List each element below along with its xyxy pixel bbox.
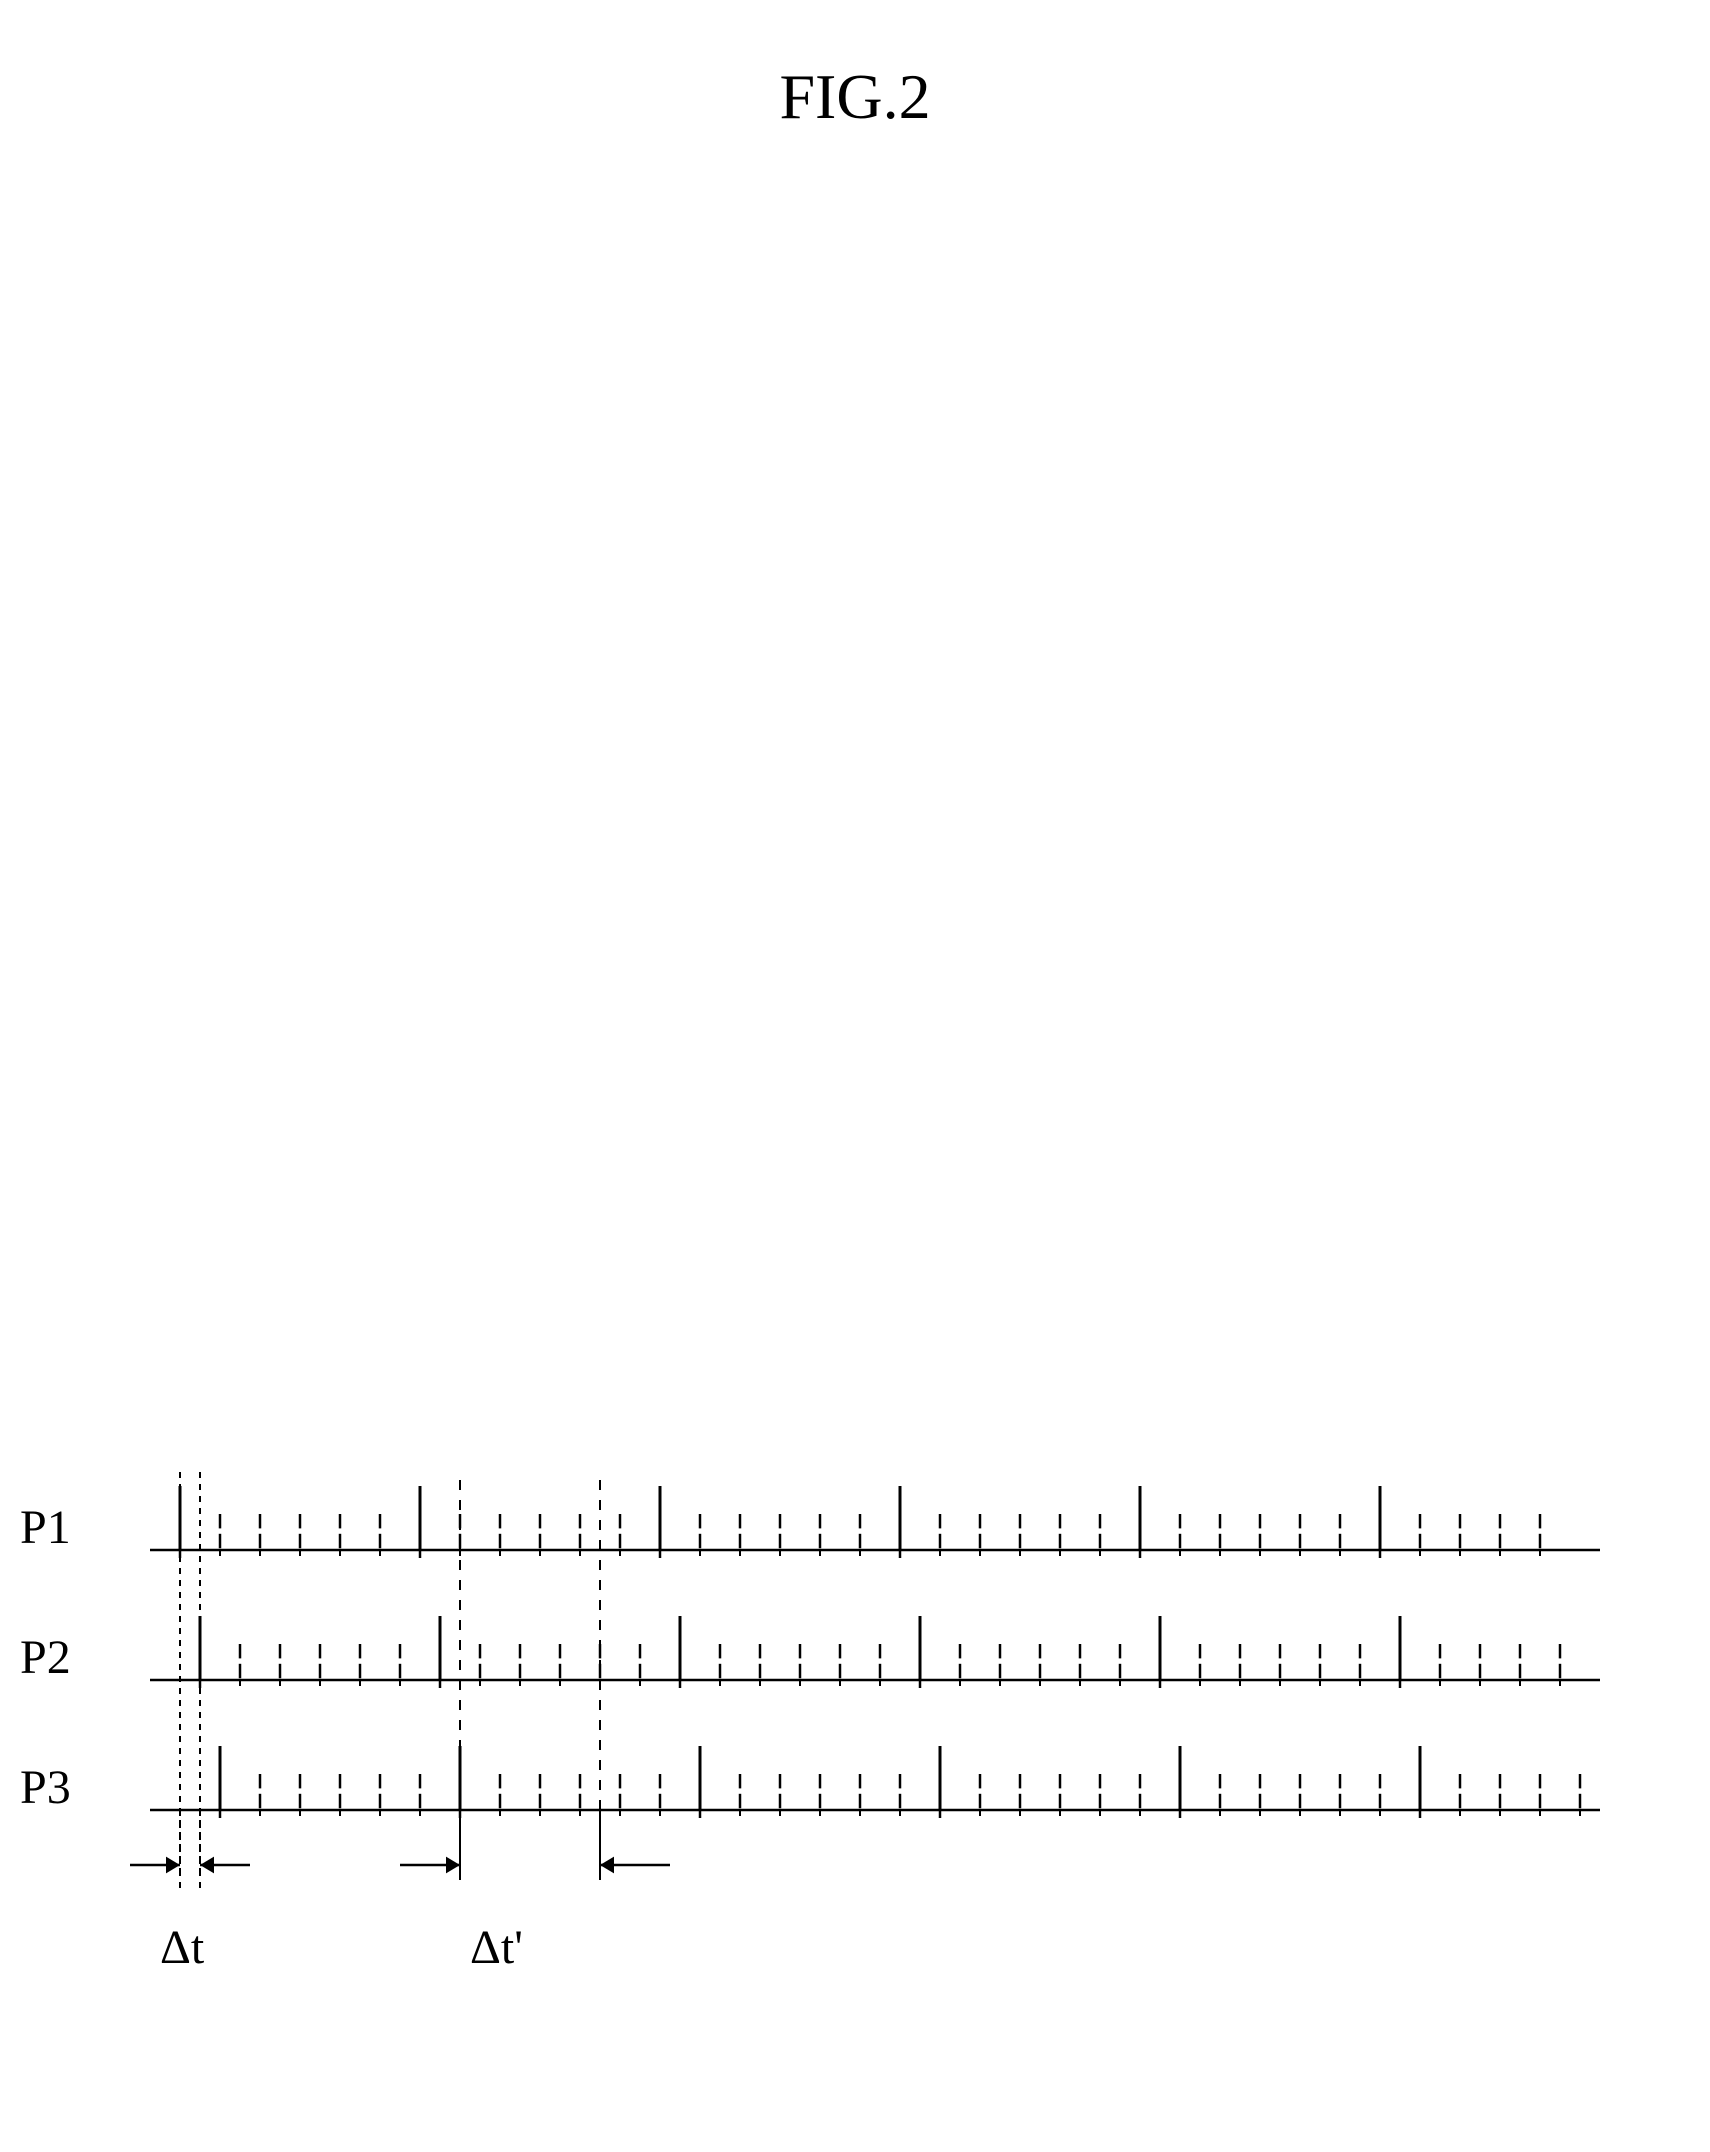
page: FIG.2 P1 P2 P3 Δt Δt'	[0, 0, 1710, 2152]
delta-t-label: Δt	[160, 1920, 204, 1975]
figure-title: FIG.2	[779, 60, 930, 134]
timing-diagram	[60, 1470, 1650, 2070]
delta-tprime-label: Δt'	[470, 1920, 523, 1975]
